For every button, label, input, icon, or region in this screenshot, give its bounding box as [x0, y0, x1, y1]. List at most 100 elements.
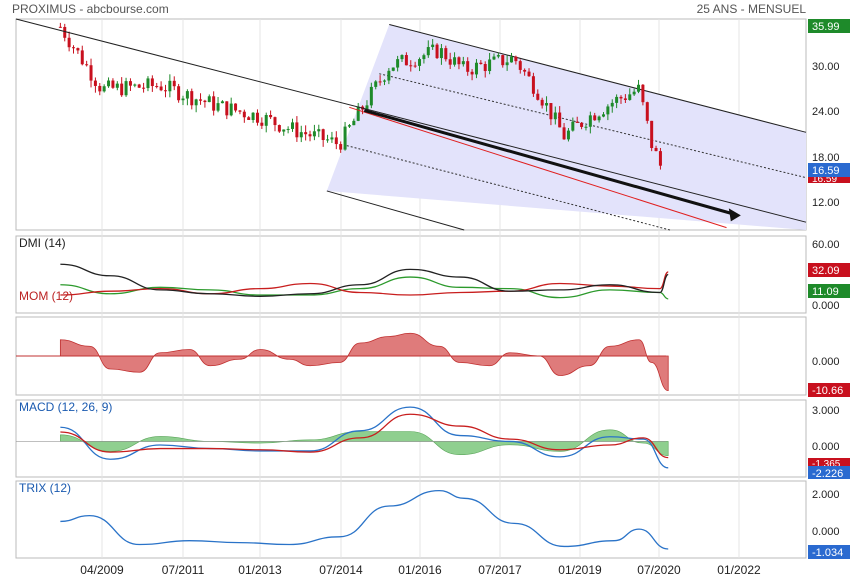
- candle-body: [448, 59, 452, 65]
- candle-body: [658, 151, 662, 166]
- macd-red-badge: [808, 458, 850, 469]
- candle-body: [326, 139, 330, 141]
- trix-tick-1: 2.000: [812, 489, 840, 501]
- macd-blue-badge: [808, 466, 850, 479]
- candle-body: [150, 78, 154, 87]
- candle-body: [575, 121, 579, 123]
- red-trendline: [349, 106, 727, 229]
- candle-body: [212, 96, 216, 111]
- channel-fill: [326, 24, 806, 231]
- mom-axis: 0.000 -10.66: [808, 356, 850, 397]
- candle-body: [137, 84, 141, 88]
- candle-body: [387, 70, 391, 81]
- candle-body: [155, 86, 159, 88]
- price-tick-5: 12.00: [812, 197, 840, 209]
- mom-badge: [808, 383, 850, 397]
- candle-body: [439, 48, 443, 59]
- trend-lines: [15, 18, 807, 229]
- x-tick-8: 07/2020: [637, 563, 681, 577]
- candle-body: [400, 55, 404, 60]
- candle-body: [343, 126, 347, 150]
- candle-body: [102, 86, 106, 92]
- candle-body: [146, 78, 150, 89]
- dmi-tick-1: 60.00: [812, 239, 840, 251]
- dmi-axis: 60.00 0.000 32.09 11.09: [808, 239, 850, 312]
- candle-body: [159, 86, 163, 91]
- price-tick-3: 24.00: [812, 106, 840, 118]
- candle-body: [234, 103, 238, 111]
- candle-body: [199, 99, 203, 101]
- candle-body: [540, 99, 544, 106]
- candle-body: [584, 126, 588, 128]
- candle-body: [207, 96, 211, 103]
- price-channel: [326, 23, 807, 231]
- candle-body: [251, 112, 255, 120]
- candle-body: [422, 55, 426, 60]
- candle-body: [111, 80, 115, 88]
- momentum-area: [16, 332, 669, 392]
- candle-body: [645, 102, 649, 121]
- candle-body: [264, 114, 268, 126]
- macd-histogram: [60, 429, 669, 457]
- candle-body: [85, 64, 89, 66]
- candle-body: [553, 112, 557, 120]
- candle-body: [242, 111, 246, 118]
- dmi-green-badge: [808, 284, 850, 298]
- candle-body: [435, 44, 439, 59]
- candle-body: [628, 94, 632, 100]
- candle-body: [168, 80, 172, 92]
- x-tick-5: 01/2016: [398, 563, 442, 577]
- candle-body: [260, 122, 264, 126]
- candle-body: [286, 128, 290, 130]
- candle-body: [566, 130, 570, 140]
- candle-body: [488, 59, 492, 72]
- candle-body: [93, 80, 97, 86]
- candle-body: [369, 86, 373, 106]
- dmi-label: DMI (14): [19, 236, 66, 250]
- panel-frame-dmi: [15, 235, 807, 314]
- chart-period: 25 ANS - MENSUEL: [697, 2, 807, 16]
- candle-body: [330, 137, 334, 140]
- candle-body: [374, 81, 378, 87]
- candle-body: [453, 57, 457, 65]
- candle-body: [523, 69, 527, 72]
- candle-body: [606, 106, 610, 115]
- candle-body: [107, 80, 111, 87]
- macd-tick-2: 0.000: [812, 441, 840, 453]
- candle-body: [356, 106, 360, 121]
- channel-inner-upper: [379, 73, 807, 179]
- candle-body: [67, 37, 71, 48]
- macd-axis: 3.000 0.000 -1.365 -2.226: [808, 405, 850, 480]
- candle-body: [562, 127, 566, 140]
- macd-series-1: [60, 406, 669, 469]
- dmi-green-badge-text: 11.09: [812, 286, 839, 298]
- trix-line: [60, 489, 669, 550]
- candle-body: [444, 48, 448, 60]
- candlesticks: [58, 22, 662, 170]
- candle-body: [632, 91, 636, 95]
- candle-body: [426, 47, 430, 56]
- macd-lines: [16, 406, 669, 469]
- candle-body: [396, 59, 400, 68]
- candle-body: [483, 64, 487, 72]
- candle-body: [588, 115, 592, 127]
- candle-body: [80, 50, 84, 65]
- candle-body: [610, 102, 614, 107]
- candle-body: [163, 90, 167, 92]
- x-tick-2: 07/2011: [162, 563, 205, 577]
- price-red-badge-text: 16.59: [812, 174, 837, 185]
- trix-badge-text: -1.034: [812, 547, 843, 559]
- candle-body: [378, 81, 382, 83]
- candle-body: [510, 56, 514, 63]
- price-top-badge: [808, 19, 850, 33]
- candle-body: [185, 91, 189, 99]
- candle-body: [531, 76, 535, 94]
- candle-body: [413, 65, 417, 67]
- candle-body: [89, 65, 93, 81]
- candle-body: [601, 114, 605, 117]
- mom-tick-1: 0.000: [812, 356, 840, 368]
- candle-body: [238, 110, 242, 112]
- dmi-lines: [60, 263, 669, 300]
- candle-body: [505, 62, 509, 66]
- candle-body: [619, 96, 623, 99]
